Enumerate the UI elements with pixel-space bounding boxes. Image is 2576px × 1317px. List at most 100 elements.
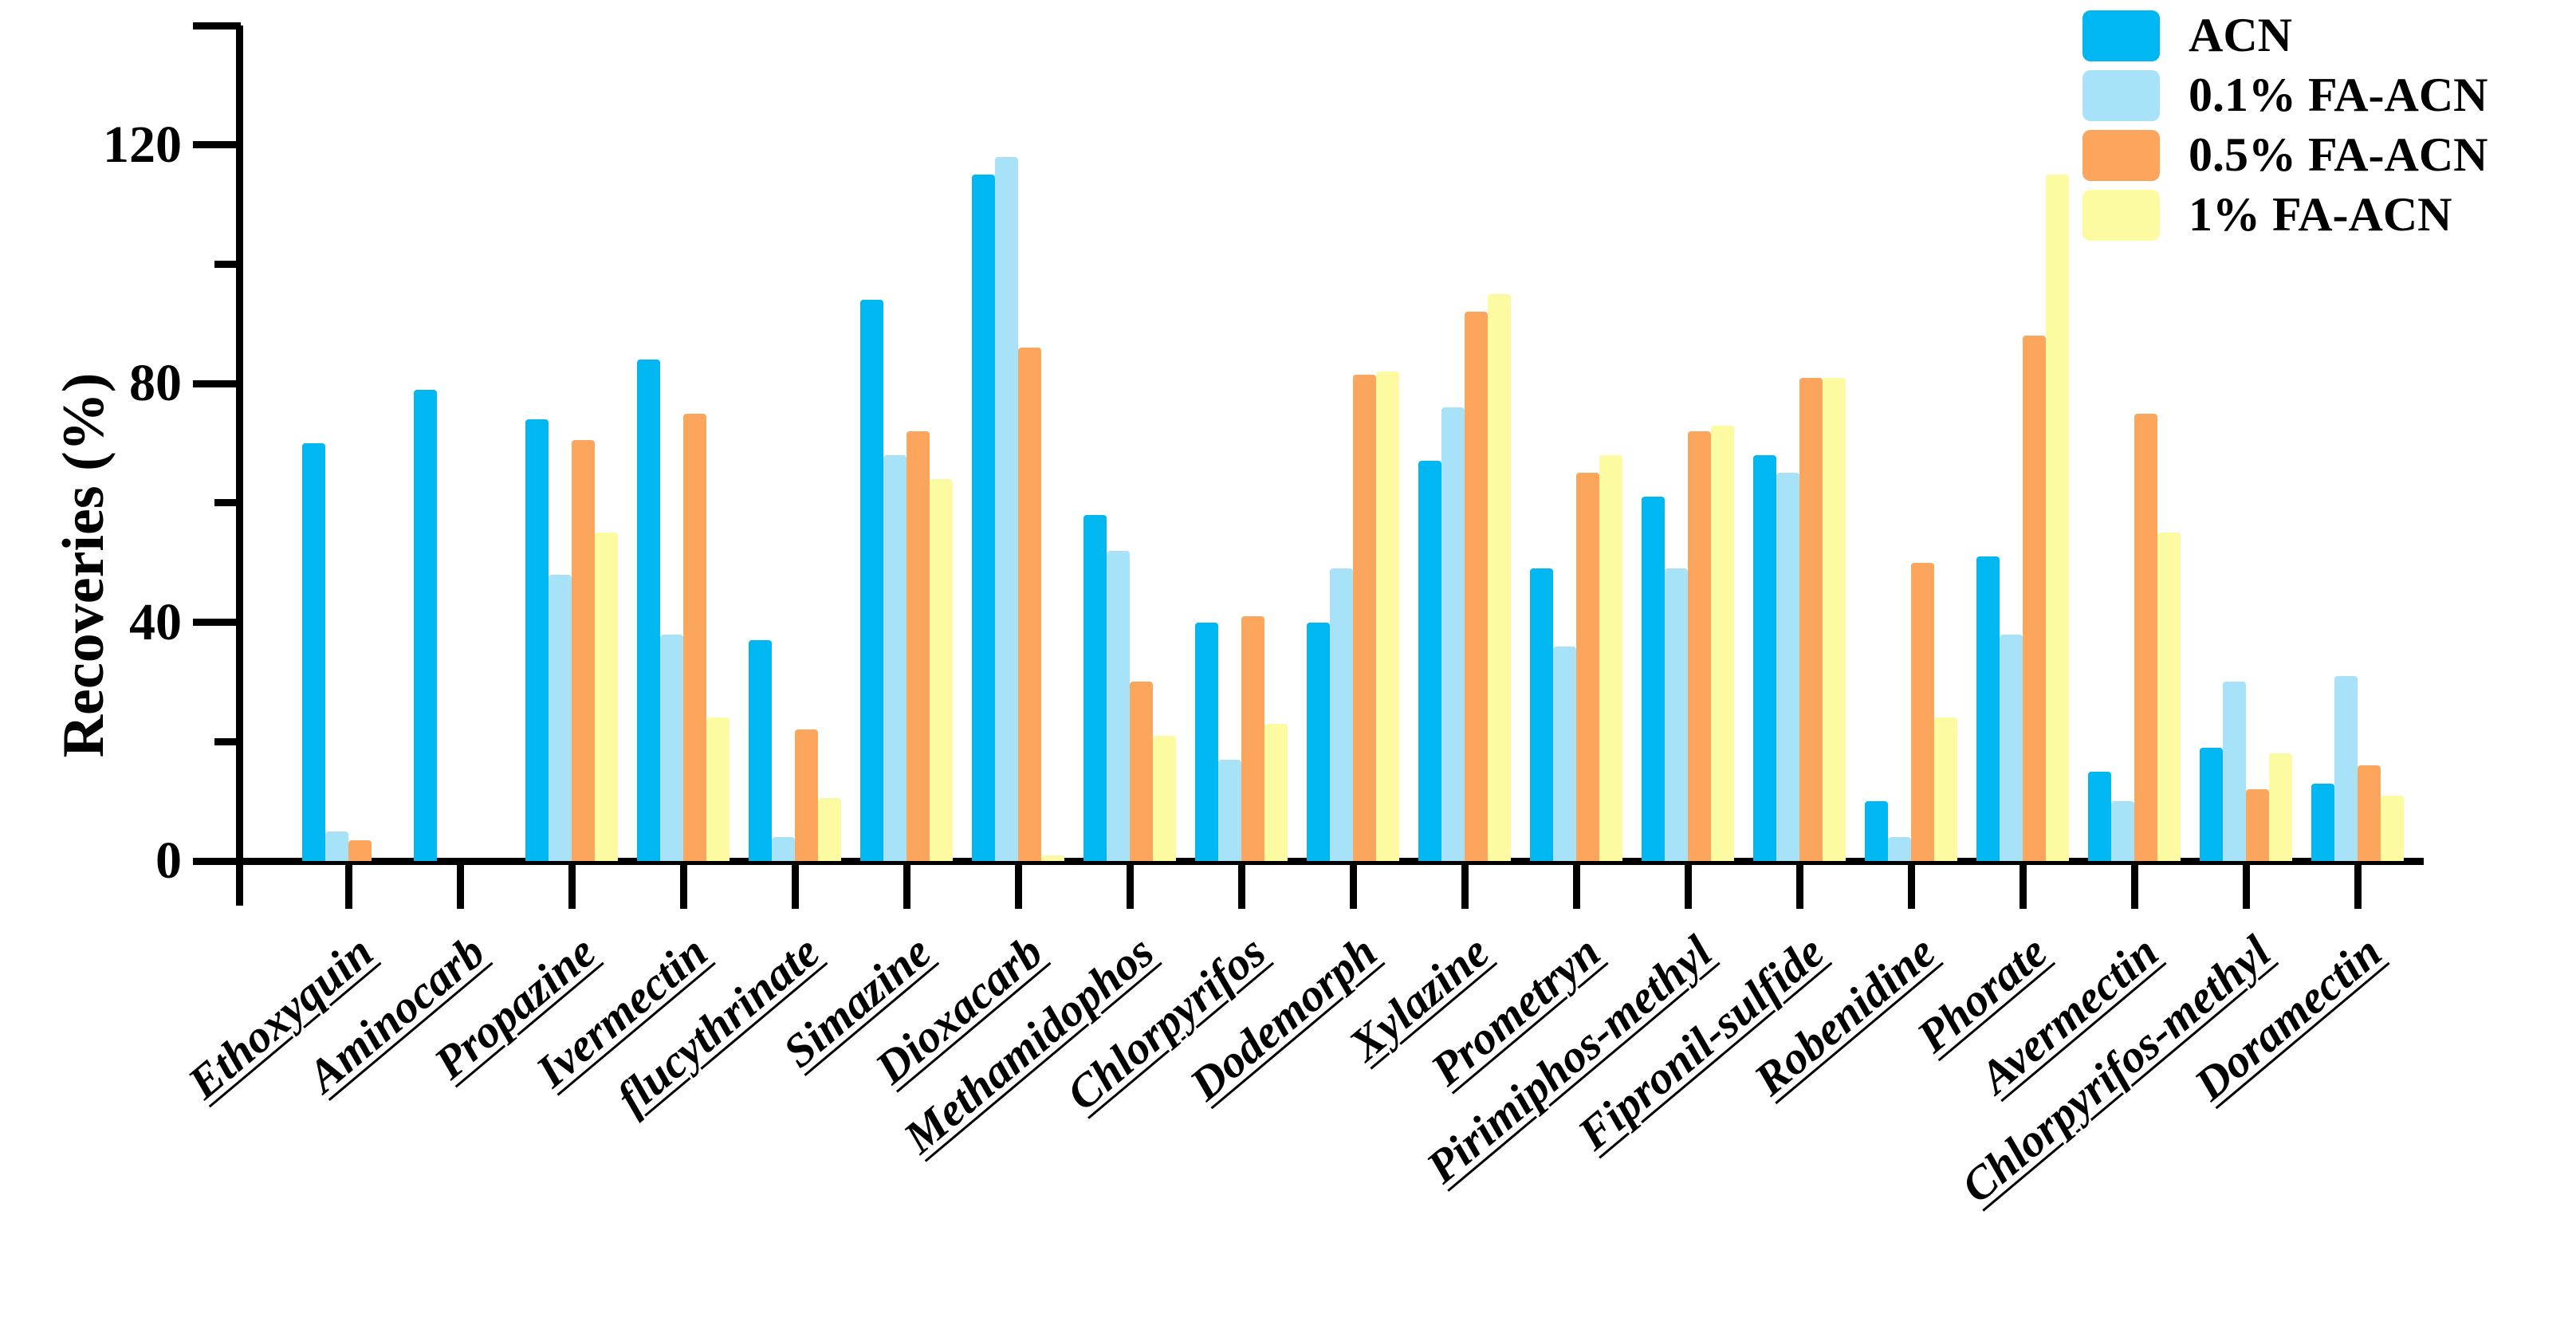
y-axis-line xyxy=(236,26,243,906)
bar-group-Dioxacarb: Dioxacarb xyxy=(865,26,1074,1094)
bar-ACN-Simazine xyxy=(860,300,883,861)
bar-0.1% FA-ACN-Phorate xyxy=(2000,634,2023,861)
bar-ACN-Ethoxyquin xyxy=(302,443,325,861)
x-tick-Ivermectin xyxy=(679,864,687,909)
legend: ACN 0.1% FA-ACN 0.5% FA-ACN 1% FA-ACN xyxy=(2082,8,2488,247)
x-tick-Chlorpyrifos xyxy=(1237,864,1245,909)
x-tick-Robenidine xyxy=(1907,864,1915,909)
bar-0.1% FA-ACN-Dioxacarb xyxy=(995,156,1018,861)
bar-group-Dodemorph: Dodemorph xyxy=(1180,26,1409,1111)
x-tick-Pirimiphos-methyl xyxy=(1684,864,1692,909)
bar-1% FA-ACN-Robenidine xyxy=(1934,717,1957,861)
bar-0.1% FA-ACN-Methamidophos xyxy=(1107,550,1130,861)
bar-group-Pirimiphos-methyl: Pirimiphos-methyl xyxy=(1417,26,1744,1193)
y-tick-60 xyxy=(214,499,241,507)
bar-1% FA-ACN-Xylazine xyxy=(1488,293,1511,861)
bar-group-Aminocarb: Aminocarb xyxy=(297,26,516,1103)
legend-swatch-0.1% FA-ACN xyxy=(2082,69,2160,121)
bar-group-Fipronil-sulfide: Fipronil-sulfide xyxy=(1567,26,1855,1160)
bar-0.1% FA-ACN-Robenidine xyxy=(1888,837,1911,861)
bar-0.5% FA-ACN-Fipronil-sulfide xyxy=(1799,377,1823,861)
bar-group-Ethoxyquin: Ethoxyquin xyxy=(178,26,404,1109)
x-tick-Methamidophos xyxy=(1126,864,1134,909)
x-tick-Aminocarb xyxy=(456,864,464,909)
bar-1% FA-ACN-Ivermectin xyxy=(706,717,730,861)
bar-1% FA-ACN-Propazine xyxy=(595,533,618,861)
bar-group-Phorate: Phorate xyxy=(1907,26,2078,1063)
bar-group-Robenidine: Robenidine xyxy=(1744,26,1967,1106)
y-tick-20 xyxy=(214,737,241,745)
y-tick-100 xyxy=(214,260,241,268)
bar-group-Chlorpyrifos-methyl: Chlorpyrifos-methyl xyxy=(1951,26,2302,1213)
bar-0.5% FA-ACN-Xylazine xyxy=(1465,312,1488,861)
bar-0.5% FA-ACN-Robenidine xyxy=(1911,562,1934,861)
bar-ACN-Pirimiphos-methyl xyxy=(1642,497,1665,861)
bar-group-Ivermectin: Ivermectin xyxy=(526,26,739,1097)
x-tick-flucythrinate xyxy=(791,864,799,909)
bar-group-Chlorpyrifos: Chlorpyrifos xyxy=(1057,26,1297,1120)
bar-group-Avermectin: Avermectin xyxy=(1970,26,2190,1103)
bar-0.1% FA-ACN-Simazine xyxy=(883,454,907,861)
bar-ACN-Chlorpyrifos xyxy=(1195,622,1218,861)
bar-1% FA-ACN-Doramectin xyxy=(2381,795,2404,861)
bar-1% FA-ACN-flucythrinate xyxy=(818,798,841,861)
x-tick-Prometryn xyxy=(1572,864,1580,909)
bar-group-Doramectin: Doramectin xyxy=(2185,26,2413,1111)
bar-0.5% FA-ACN-Pirimiphos-methyl xyxy=(1688,431,1711,861)
bar-0.5% FA-ACN-Chlorpyrifos xyxy=(1241,616,1264,861)
bar-ACN-Prometryn xyxy=(1530,568,1553,861)
bar-ACN-Avermectin xyxy=(2088,771,2111,861)
bar-0.1% FA-ACN-Prometryn xyxy=(1553,646,1576,861)
bar-1% FA-ACN-Methamidophos xyxy=(1153,735,1176,861)
legend-label-ACN: ACN xyxy=(2189,9,2292,61)
legend-row-0.5% FA-ACN: 0.5% FA-ACN xyxy=(2082,128,2488,183)
x-tick-Avermectin xyxy=(2130,864,2138,909)
bar-1% FA-ACN-Prometryn xyxy=(1599,454,1622,861)
bar-ACN-Fipronil-sulfide xyxy=(1753,454,1776,861)
x-tick-Xylazine xyxy=(1461,864,1469,909)
y-tick-label-40: 40 xyxy=(129,592,182,651)
bar-ACN-Doramectin xyxy=(2311,783,2334,861)
bar-0.1% FA-ACN-Chlorpyrifos xyxy=(1218,759,1241,861)
bar-0.1% FA-ACN-Ivermectin xyxy=(660,634,683,861)
x-tick-Ethoxyquin xyxy=(344,864,352,909)
bar-ACN-Robenidine xyxy=(1865,801,1888,861)
bar-group-Methamidophos: Methamidophos xyxy=(894,26,1186,1163)
bar-0.1% FA-ACN-flucythrinate xyxy=(772,837,795,861)
bar-1% FA-ACN-Fipronil-sulfide xyxy=(1823,377,1846,861)
bar-0.5% FA-ACN-Dodemorph xyxy=(1353,374,1376,861)
bar-ACN-Xylazine xyxy=(1418,461,1441,861)
y-tick-0 xyxy=(193,857,241,865)
x-tick-Doramectin xyxy=(2354,864,2362,909)
x-tick-Propazine xyxy=(568,864,576,909)
x-tick-Simazine xyxy=(903,864,910,909)
bar-group-Simazine: Simazine xyxy=(773,26,962,1077)
y-tick-120 xyxy=(193,141,241,149)
legend-row-ACN: ACN xyxy=(2082,8,2488,63)
bar-ACN-Ivermectin xyxy=(637,360,660,861)
bar-1% FA-ACN-Pirimiphos-methyl xyxy=(1711,425,1734,861)
bar-1% FA-ACN-Phorate xyxy=(2046,175,2069,861)
bar-ACN-Chlorpyrifos-methyl xyxy=(2200,747,2223,861)
legend-label-1% FA-ACN: 1% FA-ACN xyxy=(2189,188,2452,241)
legend-swatch-0.5% FA-ACN xyxy=(2082,129,2160,181)
bar-0.1% FA-ACN-Fipronil-sulfide xyxy=(1776,473,1799,861)
y-tick-140 xyxy=(193,22,241,29)
x-tick-Phorate xyxy=(2019,864,2027,909)
x-tick-Dodemorph xyxy=(1349,864,1357,909)
bar-ACN-Methamidophos xyxy=(1083,514,1107,861)
bar-0.1% FA-ACN-Pirimiphos-methyl xyxy=(1665,568,1688,861)
bar-ACN-Dodemorph xyxy=(1307,622,1330,861)
legend-row-1% FA-ACN: 1% FA-ACN xyxy=(2082,187,2488,242)
legend-row-0.1% FA-ACN: 0.1% FA-ACN xyxy=(2082,68,2488,123)
legend-swatch-1% FA-ACN xyxy=(2082,189,2160,241)
bar-0.5% FA-ACN-Avermectin xyxy=(2134,413,2157,861)
bar-group-Propazine: Propazine xyxy=(424,26,627,1089)
bar-1% FA-ACN-Simazine xyxy=(930,478,953,861)
bar-0.1% FA-ACN-Ethoxyquin xyxy=(325,831,348,861)
bar-0.5% FA-ACN-Ivermectin xyxy=(683,413,706,861)
bar-group-Prometryn: Prometryn xyxy=(1422,26,1632,1095)
bar-ACN-flucythrinate xyxy=(749,640,772,861)
bar-0.1% FA-ACN-Xylazine xyxy=(1441,407,1465,861)
